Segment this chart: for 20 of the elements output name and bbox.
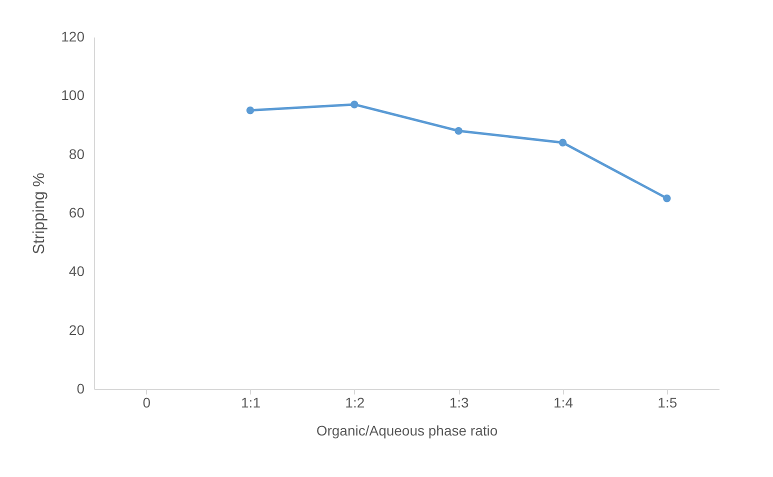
y-tick-label: 40 [68,263,85,280]
x-tick-label: 1:1 [241,394,261,410]
y-tick-label: 60 [68,204,85,220]
x-axis-title: Organic/Aqueous phase ratio [316,422,498,438]
y-axis-title: Stripping % [31,172,48,254]
point [663,194,671,202]
x-tick-label: 1:3 [449,394,470,410]
y-tick-label: 100 [61,87,85,104]
x-tick-label: 0 [142,394,151,410]
y-tick-label: 0 [76,380,85,396]
y-tick-label: 120 [61,28,85,44]
x-tick-label: 1:5 [658,394,678,410]
point [246,106,254,114]
point [454,127,462,135]
x-tick-label: 1:4 [554,394,574,410]
point [350,100,358,108]
y-tick-label: 80 [68,146,85,162]
x-tick-label: 1:2 [345,394,365,410]
point [558,138,567,146]
y-tick-label: 20 [68,322,85,338]
